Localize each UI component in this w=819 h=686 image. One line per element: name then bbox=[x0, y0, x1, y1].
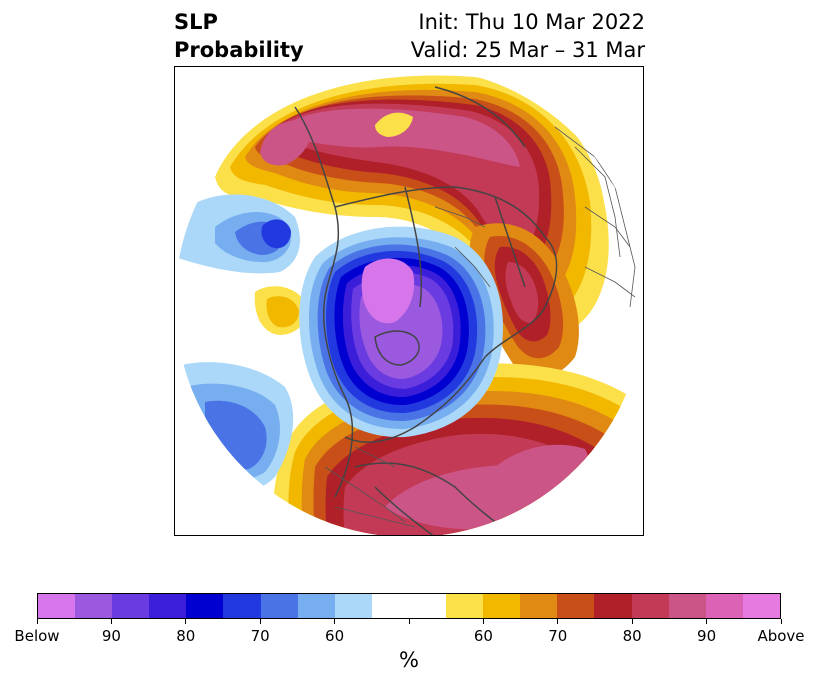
colorbar-tick bbox=[110, 619, 112, 624]
colorbar-tick-label: 90 bbox=[697, 627, 717, 645]
title-line-1: SLP bbox=[174, 10, 218, 34]
map-title: SLP Probability bbox=[174, 8, 304, 64]
colorbar-tick bbox=[408, 619, 410, 624]
colorbar-swatch bbox=[705, 594, 743, 618]
polar-map bbox=[174, 66, 644, 536]
colorbar-tick bbox=[482, 619, 484, 624]
colorbar-tick bbox=[780, 619, 782, 624]
colorbar-swatch bbox=[149, 594, 187, 618]
probability-field bbox=[175, 67, 643, 535]
colorbar-swatch bbox=[668, 594, 706, 618]
land-borders bbox=[324, 126, 636, 528]
colorbar-tick bbox=[631, 619, 633, 624]
colorbar-swatch bbox=[297, 594, 335, 618]
colorbar-tick bbox=[334, 619, 336, 624]
colorbar-swatch bbox=[446, 594, 484, 618]
colorbar-swatch bbox=[186, 594, 224, 618]
above-region-east bbox=[469, 223, 579, 378]
colorbar-swatch bbox=[483, 594, 521, 618]
colorbar-swatch bbox=[520, 594, 558, 618]
colorbar-tick-label: Above bbox=[757, 627, 805, 645]
colorbar-swatch bbox=[38, 594, 76, 618]
colorbar-tick-label: 70 bbox=[250, 627, 270, 645]
colorbar-tick-label: 60 bbox=[325, 627, 345, 645]
title-line-2: Probability bbox=[174, 38, 304, 62]
colorbar-tick-label: 80 bbox=[176, 627, 196, 645]
colorbar-tick bbox=[185, 619, 187, 624]
colorbar-tick-label: 60 bbox=[473, 627, 493, 645]
forecast-dates: Init: Thu 10 Mar 2022 Valid: 25 Mar – 31… bbox=[411, 8, 645, 64]
colorbar-tick bbox=[706, 619, 708, 624]
colorbar-tick-label: 90 bbox=[101, 627, 121, 645]
colorbar-swatch bbox=[260, 594, 298, 618]
coastlines bbox=[294, 86, 558, 535]
colorbar-swatch bbox=[334, 594, 372, 618]
valid-range: Valid: 25 Mar – 31 Mar bbox=[410, 38, 645, 62]
colorbar-swatch bbox=[742, 594, 780, 618]
colorbar-tick bbox=[557, 619, 559, 624]
init-date: Init: Thu 10 Mar 2022 bbox=[418, 10, 645, 34]
colorbar-swatch bbox=[112, 594, 150, 618]
colorbar-tick-label: 80 bbox=[622, 627, 642, 645]
colorbar-swatch bbox=[631, 594, 669, 618]
colorbar-unit-label: % bbox=[399, 648, 419, 672]
colorbar-tick-label: 70 bbox=[548, 627, 568, 645]
colorbar-swatch bbox=[223, 594, 261, 618]
colorbar-swatch bbox=[557, 594, 595, 618]
colorbar-swatch bbox=[408, 594, 447, 618]
colorbar-tick bbox=[259, 619, 261, 624]
colorbar-tick-label: Below bbox=[14, 627, 60, 645]
colorbar-swatch bbox=[371, 594, 409, 618]
colorbar-swatch bbox=[75, 594, 113, 618]
colorbar-swatch bbox=[594, 594, 632, 618]
probability-colorbar bbox=[37, 593, 781, 619]
colorbar-tick bbox=[36, 619, 38, 624]
